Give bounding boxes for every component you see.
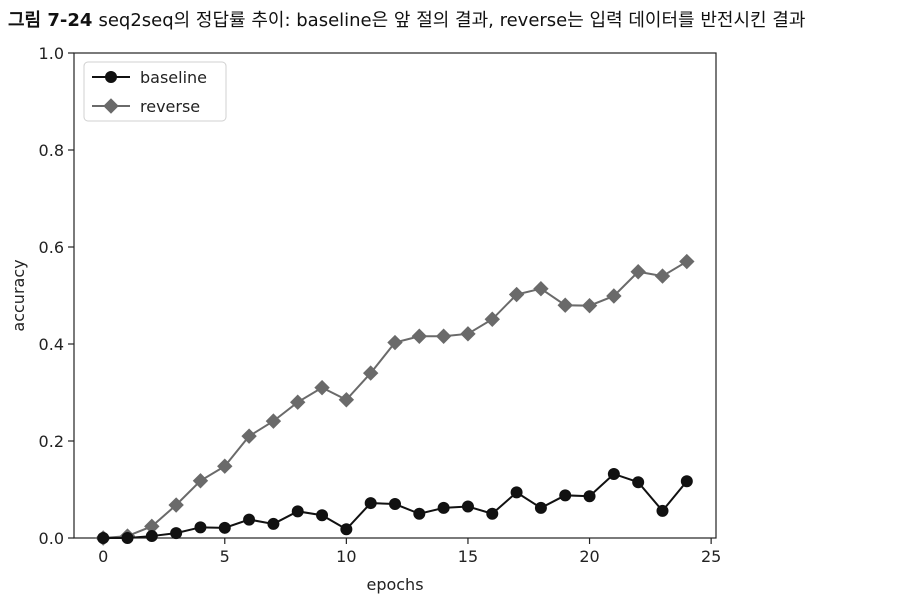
x-tick-label: 25 [701, 547, 721, 566]
y-tick-label: 0.4 [39, 335, 64, 354]
x-tick-label: 15 [458, 547, 478, 566]
y-tick-label: 1.0 [39, 44, 64, 63]
figure-caption: 그림 7-24 seq2seq의 정답률 추이: baseline은 앞 절의 결… [8, 6, 805, 32]
legend-label-baseline: baseline [140, 68, 207, 87]
reverse-point [168, 497, 184, 513]
reverse-point [362, 365, 379, 381]
reverse-point [557, 297, 573, 313]
reverse-point [217, 458, 233, 474]
baseline-point [583, 490, 596, 503]
baseline-point [97, 532, 110, 544]
x-tick-label: 0 [98, 547, 108, 566]
reverse-point [508, 286, 525, 303]
baseline-point [534, 501, 547, 514]
reverse-point [314, 379, 330, 396]
plot-frame [73, 52, 717, 539]
legend-label-reverse: reverse [140, 97, 200, 116]
reverse-point [581, 297, 598, 314]
baseline-point [437, 501, 450, 514]
y-tick-label: 0.2 [39, 432, 64, 451]
legend-marker-reverse [103, 98, 119, 114]
y-tick-label: 0.6 [39, 238, 64, 257]
reverse-point [630, 264, 646, 280]
reverse-point [387, 334, 403, 351]
baseline-point [267, 517, 280, 530]
x-tick-label: 10 [336, 547, 356, 566]
baseline-point [121, 532, 134, 544]
reverse-point [533, 281, 549, 297]
y-tick-label: 0.0 [39, 529, 64, 548]
caption-text: seq2seq의 정답률 추이: baseline은 앞 절의 결과, reve… [98, 10, 806, 31]
reverse-point [290, 394, 306, 410]
baseline-point [170, 527, 183, 540]
baseline-point [316, 509, 329, 522]
reverse-point [654, 268, 671, 284]
reverse-point [484, 311, 500, 327]
baseline-point [559, 489, 572, 502]
x-tick-label: 5 [220, 547, 230, 566]
baseline-point [607, 467, 620, 480]
reverse-point [460, 326, 476, 342]
y-axis-label: accuracy [9, 259, 28, 331]
x-tick-label: 20 [579, 547, 599, 566]
baseline-point [340, 523, 353, 536]
baseline-point [680, 475, 693, 488]
reverse-point [338, 392, 355, 408]
reverse-point [606, 288, 622, 304]
reverse-point [241, 428, 257, 444]
reverse-point [679, 253, 695, 270]
baseline-point [656, 504, 669, 517]
reverse-line [103, 260, 688, 539]
baseline-point [510, 486, 523, 499]
baseline-point [413, 507, 426, 520]
baseline-point [486, 507, 499, 520]
figure-label: 그림 7-24 [8, 10, 93, 31]
baseline-point [243, 513, 256, 526]
baseline-point [145, 530, 158, 543]
baseline-point [194, 521, 207, 534]
reverse-point [411, 328, 428, 344]
legend-marker-baseline [105, 71, 117, 83]
reverse-point [435, 328, 452, 344]
baseline-point [389, 498, 401, 511]
baseline-point [364, 497, 377, 510]
baseline-point [291, 505, 304, 518]
reverse-point [192, 473, 209, 489]
reverse-point [265, 413, 282, 429]
baseline-point [218, 521, 231, 534]
x-axis-label: epochs [366, 575, 423, 594]
baseline-point [461, 500, 474, 513]
y-tick-label: 0.8 [39, 141, 64, 160]
baseline-point [632, 476, 645, 489]
